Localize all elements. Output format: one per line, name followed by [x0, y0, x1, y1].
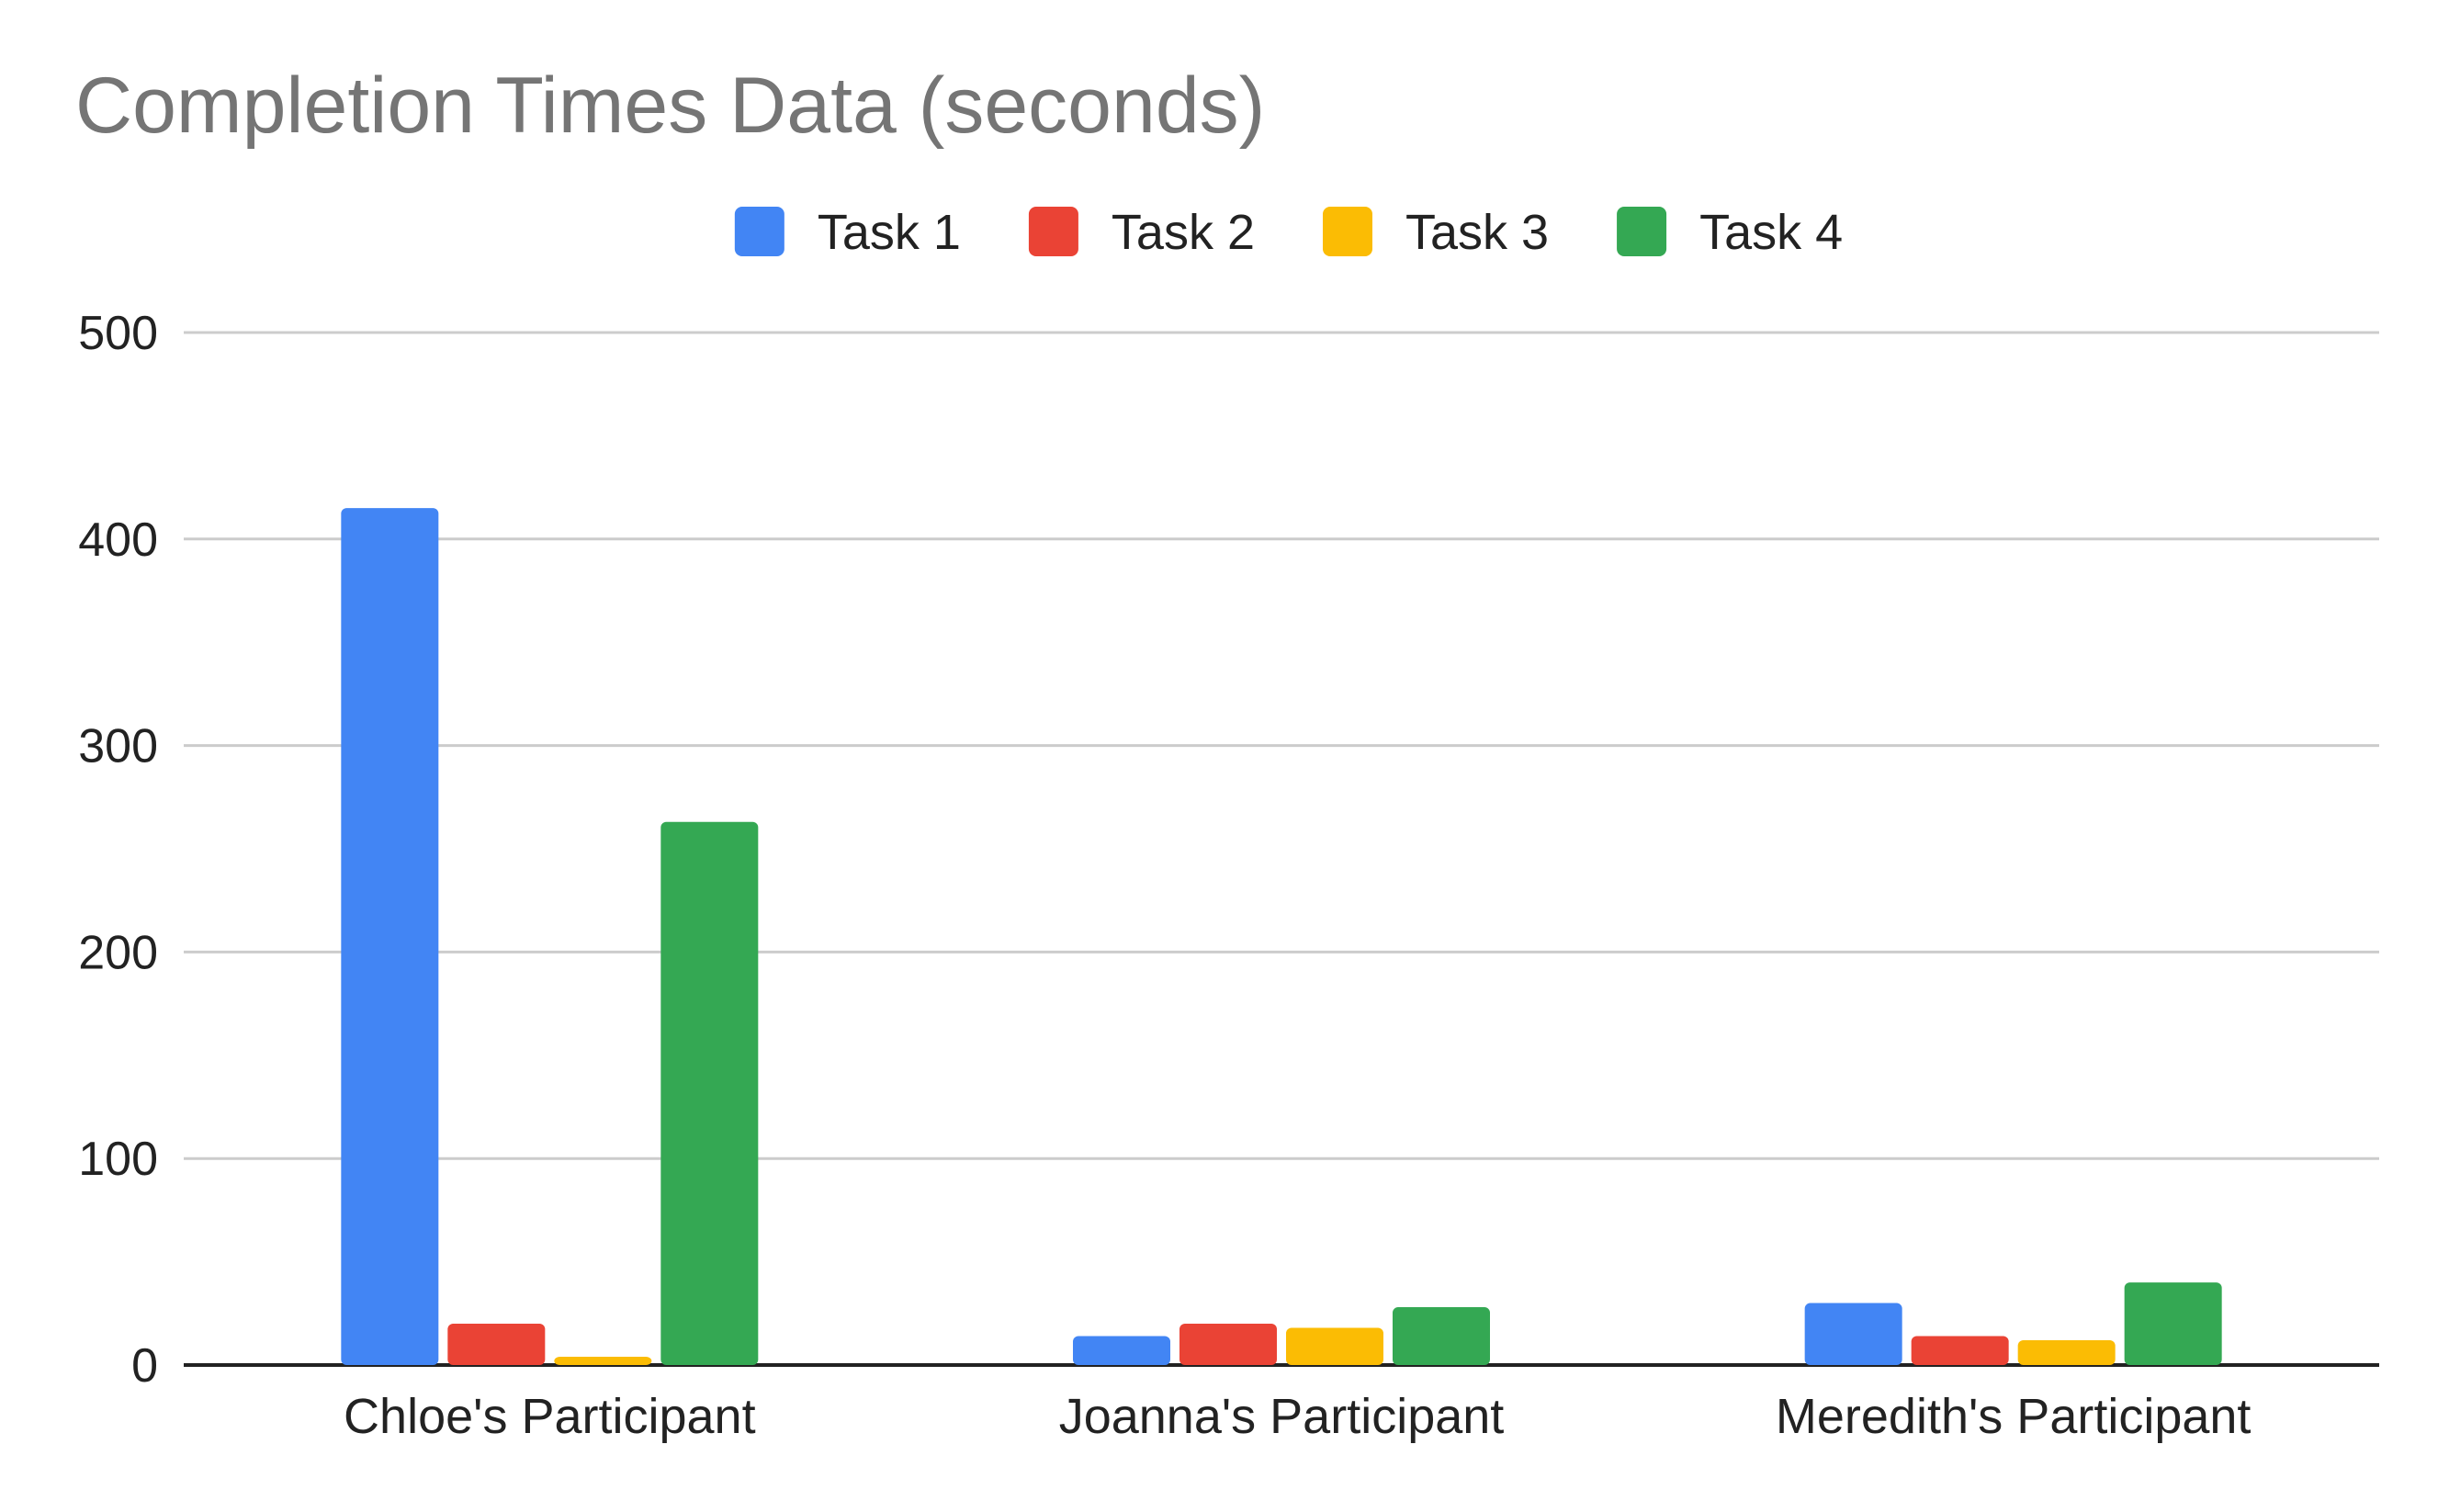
x-axis-categories: Chloe's Participant Joanna's Participant M… [344, 1389, 2251, 1444]
legend-label: Task 2 [1112, 205, 1255, 260]
chart-title: Completion Times Data (seconds) [75, 62, 1266, 150]
bar-task-4-2 [1393, 1307, 1490, 1365]
legend-item-task-2: Task 2 [1028, 205, 1255, 260]
gridlines [184, 331, 2379, 1367]
legend-swatch [1323, 207, 1372, 256]
y-tick-label: 500 [78, 307, 158, 360]
y-tick-label: 0 [131, 1339, 158, 1393]
legend-swatch [734, 207, 784, 256]
bar-task-4-3 [2124, 1282, 2222, 1365]
y-tick-label: 100 [78, 1133, 158, 1186]
bar-task-3-2 [1286, 1327, 1383, 1365]
legend-label: Task 4 [1699, 205, 1843, 260]
y-axis-ticks: 0 100 200 300 400 500 [78, 307, 158, 1393]
bar-task-1-2 [1073, 1336, 1170, 1365]
bar-task-1-3 [1804, 1303, 1902, 1365]
legend-label: Task 1 [818, 205, 961, 260]
y-tick-label: 300 [78, 720, 158, 773]
x-category-label: Meredith's Participant [1776, 1389, 2252, 1444]
bar-task-4-1 [660, 821, 759, 1365]
legend-swatch [1617, 207, 1667, 256]
bar-task-3-1 [554, 1357, 652, 1365]
legend-swatch [1028, 207, 1078, 256]
legend-item-task-4: Task 4 [1617, 205, 1843, 260]
legend-label: Task 3 [1405, 205, 1549, 260]
y-tick-label: 400 [78, 513, 158, 567]
bar-task-3-3 [2017, 1340, 2116, 1365]
bar-task-2-3 [1911, 1336, 2009, 1365]
bars [341, 508, 2222, 1365]
bar-task-2-1 [447, 1324, 546, 1365]
legend-item-task-3: Task 3 [1323, 205, 1549, 260]
x-category-label: Joanna's Participant [1059, 1389, 1505, 1444]
bar-task-2-2 [1179, 1324, 1277, 1365]
legend-item-task-1: Task 1 [734, 205, 961, 260]
x-category-label: Chloe's Participant [344, 1389, 756, 1444]
legend: Task 1 Task 2 Task 3 Task 4 [734, 205, 1843, 260]
y-tick-label: 200 [78, 926, 158, 979]
bar-task-1-1 [341, 508, 439, 1365]
